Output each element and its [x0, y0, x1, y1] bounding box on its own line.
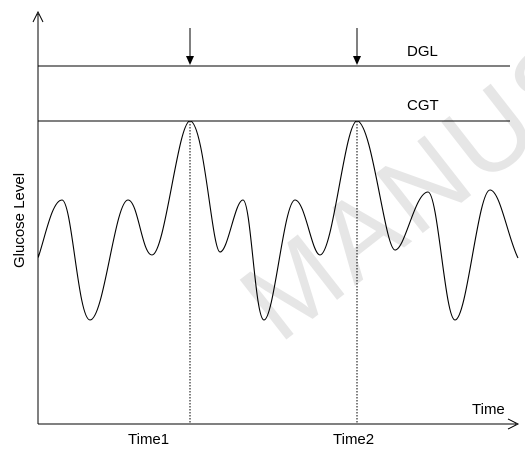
y-axis-label: Glucose Level: [11, 173, 28, 268]
time2-arrow-head-icon: [353, 56, 361, 65]
x-axis-label: Time: [472, 401, 505, 418]
dgl-label: DGL: [407, 43, 438, 60]
time1-label: Time1: [128, 431, 169, 448]
glucose-curve: [37, 120, 519, 321]
time2-label: Time2: [333, 431, 374, 448]
y-axis-arrow-icon: [32, 10, 44, 23]
cgt-label: CGT: [407, 97, 439, 114]
x-axis-arrow-icon: [507, 418, 520, 430]
watermark: MANUSC: [218, 0, 525, 364]
time1-arrow-head-icon: [186, 56, 194, 65]
